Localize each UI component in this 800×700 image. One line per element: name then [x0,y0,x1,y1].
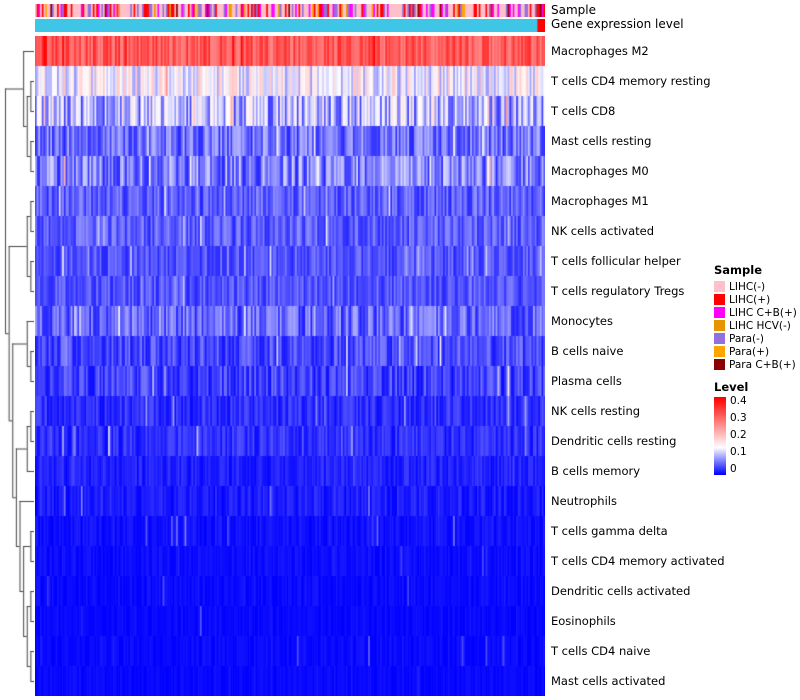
sample-annotation-label: Sample [551,3,596,17]
row-label: T cells regulatory Tregs [551,284,685,298]
legend-entry-label: LIHC(+) [729,293,771,306]
row-label: T cells CD4 memory activated [551,554,725,568]
sample-legend-title: Sample [714,263,762,277]
row-label: T cells CD4 memory resting [551,74,711,88]
sample-legend-entry: LIHC C+B(+) [714,306,800,319]
legend-entry-label: Para(+) [729,345,770,358]
legend-swatch [714,333,725,344]
row-label: Mast cells activated [551,674,666,688]
level-tick-label: 0.3 [730,412,747,424]
level-legend: Level 0.4 0.3 0.2 0.1 0 [714,380,800,475]
legend-panel: Sample LIHC(-) LIHC(+) LIHC C+B(+) LIHC HCV… [714,263,800,475]
sample-legend-entry: Para(+) [714,345,800,358]
row-label: Neutrophils [551,494,617,508]
sample-annotation-bar [35,4,545,17]
level-colorbar [714,397,726,475]
legend-swatch [714,307,725,318]
legend-entry-label: LIHC C+B(+) [729,306,797,319]
row-label: Eosinophils [551,614,616,628]
legend-swatch [714,346,725,357]
level-tick-label: 0.1 [730,446,747,458]
level-tick-label: 0.4 [730,395,747,407]
row-label: T cells follicular helper [551,254,681,268]
legend-entry-label: Para(-) [729,332,765,345]
heatmap-canvas [35,36,545,696]
gene-expression-annotation-label: Gene expression level [551,17,684,31]
level-legend-title: Level [714,380,749,394]
row-label: B cells memory [551,464,641,478]
row-label: Macrophages M0 [551,164,649,178]
sample-legend-entry: LIHC(+) [714,293,800,306]
row-label: Monocytes [551,314,613,328]
legend-swatch [714,281,725,292]
row-label: T cells CD8 [551,104,616,118]
row-label: T cells gamma delta [551,524,668,538]
row-label: T cells CD4 naive [551,644,651,658]
row-label: Macrophages M1 [551,194,649,208]
legend-swatch [714,294,725,305]
row-label: NK cells resting [551,404,641,418]
row-label: Dendritic cells activated [551,584,691,598]
sample-legend-entry: LIHC(-) [714,280,800,293]
row-label: Mast cells resting [551,134,652,148]
gene-expression-annotation-bar [35,19,545,32]
row-label: Plasma cells [551,374,622,388]
row-label: Macrophages M2 [551,44,649,58]
level-tick-label: 0 [730,463,737,475]
legend-swatch [714,320,725,331]
sample-legend-entry: Para(-) [714,332,800,345]
row-label: B cells naive [551,344,624,358]
row-label: NK cells activated [551,224,655,238]
row-label: Dendritic cells resting [551,434,677,448]
legend-swatch [714,359,725,370]
row-dendrogram [2,36,34,696]
level-tick-label: 0.2 [730,429,747,441]
sample-legend-entry: Para C+B(+) [714,358,800,371]
level-tick-labels: 0.4 0.3 0.2 0.1 0 [730,395,747,475]
sample-legend-entry: LIHC HCV(-) [714,319,800,332]
legend-entry-label: Para C+B(+) [729,358,796,371]
sample-legend-entries: LIHC(-) LIHC(+) LIHC C+B(+) LIHC HCV(-) Para… [714,280,800,371]
legend-entry-label: LIHC HCV(-) [729,319,791,332]
legend-entry-label: LIHC(-) [729,280,766,293]
row-label-column: Macrophages M2 T cells CD4 memory resting… [551,36,725,696]
